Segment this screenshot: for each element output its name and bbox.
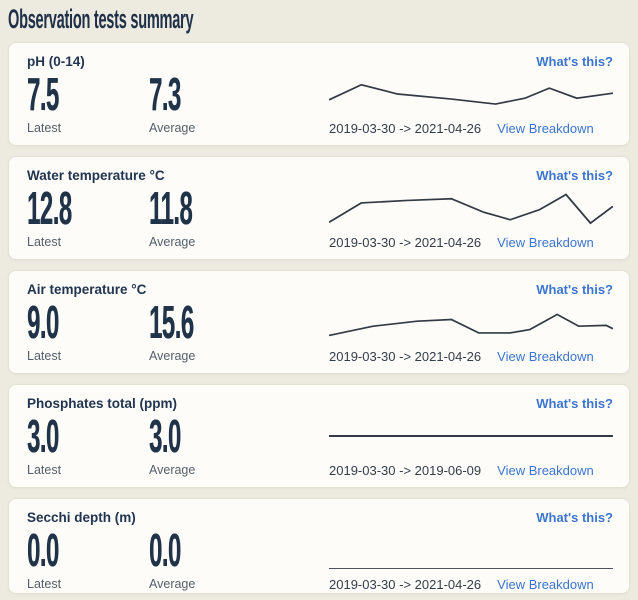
date-range: 2019-03-30 -> 2021-04-26 [329, 235, 482, 250]
latest-value: 0.0 [27, 524, 59, 576]
chart-footer: 2019-03-30 -> 2019-06-09 View Breakdown [329, 463, 613, 478]
average-label: Average [149, 463, 196, 477]
average-value: 7.3 [149, 68, 181, 120]
latest-label: Latest [27, 349, 62, 363]
average-stat: 15.6 Average [149, 296, 309, 364]
observation-test-card: Water temperature °C What's this? 12.8 L… [8, 156, 630, 260]
chart-column: 2019-03-30 -> 2021-04-26 View Breakdown [309, 187, 613, 250]
latest-stat: 0.0 Latest [27, 524, 149, 592]
sparkline-chart [329, 193, 613, 225]
view-breakdown-link[interactable]: View Breakdown [497, 577, 594, 592]
card-body: 0.0 Latest 0.0 Average 2019-03-30 -> 202… [27, 524, 613, 592]
average-value: 3.0 [149, 410, 181, 462]
cards-list: pH (0-14) What's this? 7.5 Latest 7.3 Av… [8, 42, 630, 594]
sparkline-chart [329, 434, 613, 438]
latest-value: 9.0 [27, 296, 59, 348]
card-header: Phosphates total (ppm) What's this? [27, 396, 613, 413]
average-value: 15.6 [149, 296, 194, 348]
view-breakdown-link[interactable]: View Breakdown [497, 349, 594, 364]
view-breakdown-link[interactable]: View Breakdown [497, 235, 594, 250]
latest-value: 7.5 [27, 68, 59, 120]
card-body: 7.5 Latest 7.3 Average 2019-03-30 -> 202… [27, 68, 613, 136]
date-range: 2019-03-30 -> 2019-06-09 [329, 463, 482, 478]
average-stat: 0.0 Average [149, 524, 309, 592]
chart-footer: 2019-03-30 -> 2021-04-26 View Breakdown [329, 121, 613, 136]
date-range: 2019-03-30 -> 2021-04-26 [329, 577, 482, 592]
average-stat: 7.3 Average [149, 68, 309, 136]
sparkline-chart [329, 313, 613, 337]
sparkline-chart [329, 568, 613, 569]
whats-this-link[interactable]: What's this? [536, 168, 613, 183]
chart-footer: 2019-03-30 -> 2021-04-26 View Breakdown [329, 235, 613, 250]
card-body: 3.0 Latest 3.0 Average 2019-03-30 -> 201… [27, 410, 613, 478]
average-value: 11.8 [149, 182, 193, 234]
chart-column: 2019-03-30 -> 2021-04-26 View Breakdown [309, 301, 613, 364]
card-header: Secchi depth (m) What's this? [27, 510, 613, 527]
page-title: Observation tests summary [8, 4, 194, 34]
view-breakdown-link[interactable]: View Breakdown [497, 463, 594, 478]
average-label: Average [149, 577, 196, 591]
card-header: Air temperature °C What's this? [27, 282, 613, 299]
average-label: Average [149, 235, 196, 249]
test-name-label: Water temperature °C [27, 168, 165, 183]
whats-this-link[interactable]: What's this? [536, 282, 613, 297]
latest-stat: 3.0 Latest [27, 410, 149, 478]
observation-test-card: Phosphates total (ppm) What's this? 3.0 … [8, 384, 630, 488]
latest-value: 12.8 [27, 182, 72, 234]
latest-label: Latest [27, 121, 62, 135]
whats-this-link[interactable]: What's this? [536, 54, 613, 69]
latest-stat: 9.0 Latest [27, 296, 149, 364]
test-name-label: Secchi depth (m) [27, 510, 136, 525]
whats-this-link[interactable]: What's this? [536, 396, 613, 411]
latest-stat: 7.5 Latest [27, 68, 149, 136]
observation-test-card: Secchi depth (m) What's this? 0.0 Latest… [8, 498, 630, 594]
test-name-label: Phosphates total (ppm) [27, 396, 178, 411]
card-header: pH (0-14) What's this? [27, 54, 613, 71]
latest-stat: 12.8 Latest [27, 182, 149, 250]
latest-label: Latest [27, 235, 62, 249]
observation-test-card: Air temperature °C What's this? 9.0 Late… [8, 270, 630, 374]
card-header: Water temperature °C What's this? [27, 168, 613, 185]
average-stat: 3.0 Average [149, 410, 309, 478]
chart-footer: 2019-03-30 -> 2021-04-26 View Breakdown [329, 577, 613, 592]
chart-column: 2019-03-30 -> 2021-04-26 View Breakdown [309, 529, 613, 592]
card-body: 9.0 Latest 15.6 Average 2019-03-30 -> 20… [27, 296, 613, 364]
average-label: Average [149, 349, 196, 363]
date-range: 2019-03-30 -> 2021-04-26 [329, 121, 482, 136]
average-value: 0.0 [149, 524, 181, 576]
chart-column: 2019-03-30 -> 2021-04-26 View Breakdown [309, 73, 613, 136]
whats-this-link[interactable]: What's this? [536, 510, 613, 525]
date-range: 2019-03-30 -> 2021-04-26 [329, 349, 482, 364]
observation-test-card: pH (0-14) What's this? 7.5 Latest 7.3 Av… [8, 42, 630, 146]
latest-value: 3.0 [27, 410, 59, 462]
sparkline-chart [329, 83, 613, 105]
test-name-label: Air temperature °C [27, 282, 147, 297]
latest-label: Latest [27, 463, 62, 477]
card-body: 12.8 Latest 11.8 Average 2019-03-30 -> 2… [27, 182, 613, 250]
average-stat: 11.8 Average [149, 182, 309, 250]
chart-column: 2019-03-30 -> 2019-06-09 View Breakdown [309, 415, 613, 478]
chart-footer: 2019-03-30 -> 2021-04-26 View Breakdown [329, 349, 613, 364]
average-label: Average [149, 121, 196, 135]
latest-label: Latest [27, 577, 62, 591]
test-name-label: pH (0-14) [27, 54, 85, 69]
view-breakdown-link[interactable]: View Breakdown [497, 121, 594, 136]
